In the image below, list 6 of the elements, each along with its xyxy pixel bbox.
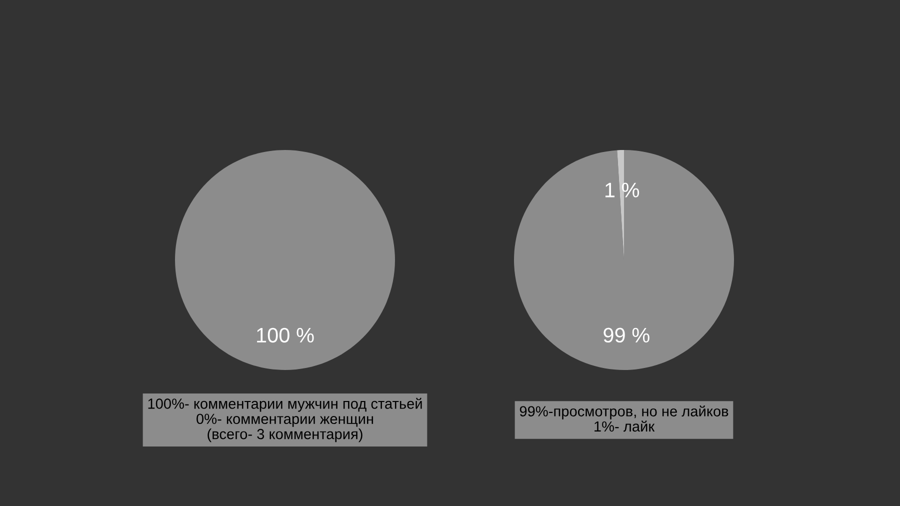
data-label: 1 % xyxy=(605,182,640,198)
text: 99%-просмотров, но не лайков 1%- лайк xyxy=(520,405,728,432)
data-label: 100 % xyxy=(257,328,314,343)
text: 100%- комментарии мужчин под статьей 0%- комментарии женщин (всего- 3 комментария) xyxy=(148,398,422,442)
pie-slice xyxy=(514,150,734,370)
data-label: 99 % xyxy=(604,328,650,343)
